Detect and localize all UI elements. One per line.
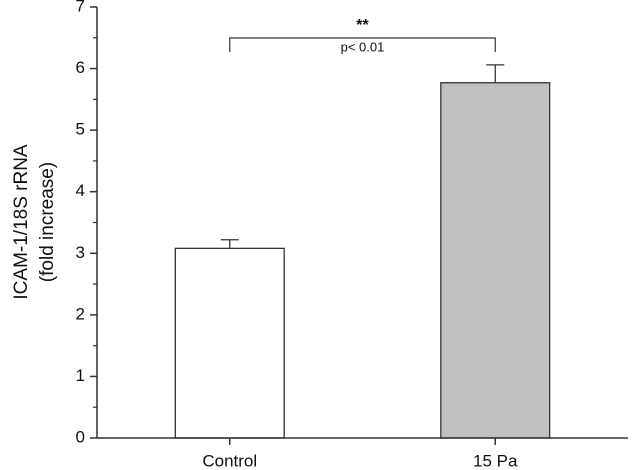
error-bar	[220, 239, 239, 249]
p-value: p< 0.01	[341, 39, 385, 54]
x-tick-label: 15 Pa	[473, 451, 518, 470]
y-tick-label: 6	[76, 58, 85, 77]
significance-stars: **	[356, 17, 369, 34]
y-tick-label: 0	[76, 427, 85, 446]
y-tick-label: 2	[76, 304, 85, 323]
x-tick-label: Control	[202, 451, 257, 470]
y-tick-label: 5	[76, 120, 85, 139]
significance-bracket	[229, 37, 496, 52]
y-tick-label: 4	[76, 181, 85, 200]
y-axis-label: (fold increase)	[37, 162, 58, 282]
bar	[174, 247, 285, 439]
error-bar	[486, 64, 505, 83]
y-tick-label: 7	[76, 0, 85, 15]
y-tick-label: 1	[76, 366, 85, 385]
bar	[440, 82, 551, 439]
y-tick-label: 3	[76, 243, 85, 262]
y-axis-label: ICAM-1/18S rRNA	[11, 144, 32, 300]
